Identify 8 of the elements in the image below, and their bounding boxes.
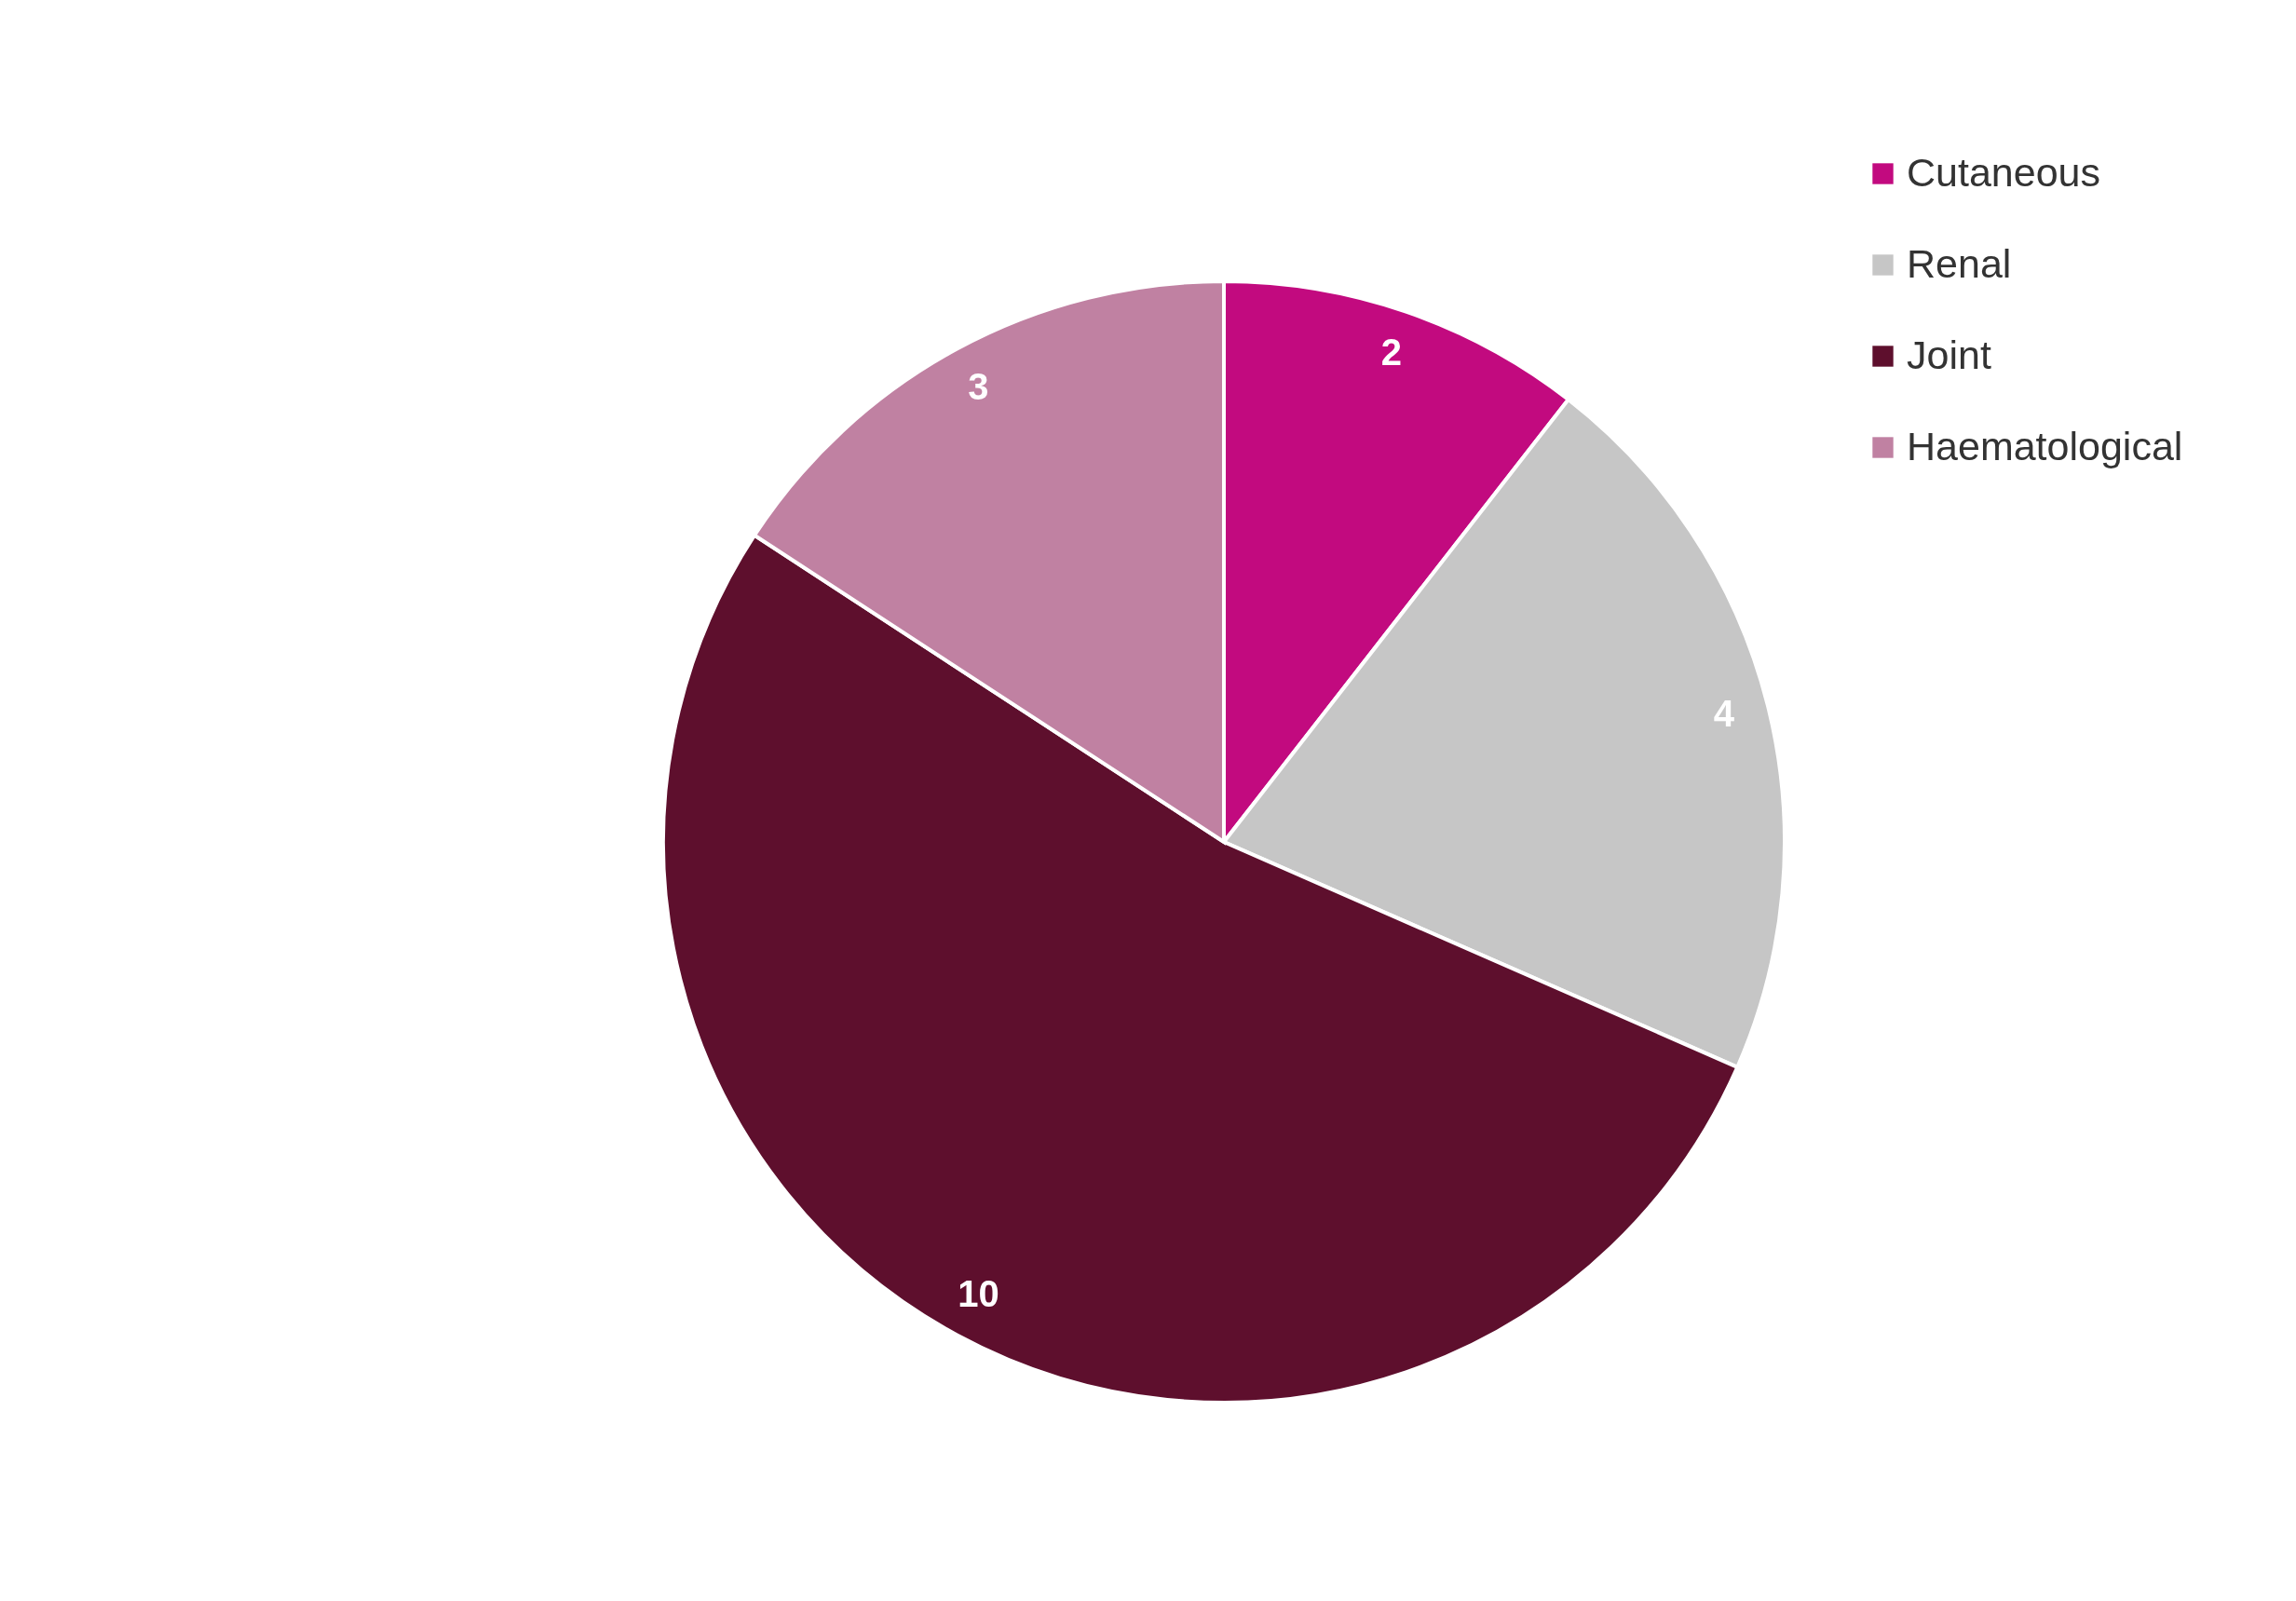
data-label: 4 bbox=[1713, 693, 1735, 735]
data-label: 10 bbox=[958, 1273, 999, 1315]
legend-label: Renal bbox=[1907, 240, 2012, 286]
data-label: 3 bbox=[968, 365, 989, 407]
legend-label: Joint bbox=[1907, 332, 1991, 377]
data-label: 2 bbox=[1380, 332, 1402, 373]
legend-label: Haematological bbox=[1907, 423, 2183, 468]
legend-label: Cutaneous bbox=[1907, 149, 2100, 195]
